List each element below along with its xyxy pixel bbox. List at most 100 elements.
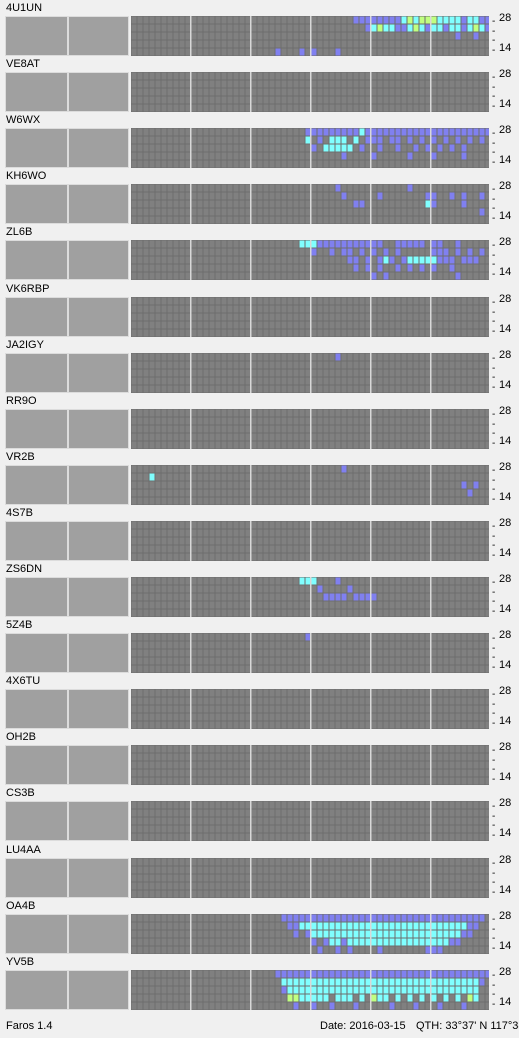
grid-cell xyxy=(263,40,269,48)
grid-cell xyxy=(389,657,395,665)
grid-cell-hit xyxy=(335,184,341,192)
grid-cell xyxy=(269,657,275,665)
hour-divider xyxy=(250,72,252,113)
grid-cell xyxy=(437,305,443,312)
grid-cell xyxy=(143,665,149,673)
grid-cell xyxy=(329,377,335,385)
grid-cell xyxy=(191,88,197,96)
grid-cell xyxy=(413,809,419,817)
grid-cell xyxy=(467,481,473,489)
grid-cell xyxy=(311,529,317,537)
grid-cell xyxy=(455,521,461,529)
grid-cell xyxy=(245,264,251,272)
hour-divider xyxy=(430,72,432,113)
grid-cell xyxy=(443,593,449,601)
grid-cell xyxy=(161,657,167,665)
grid-cell xyxy=(443,657,449,665)
grid-cell xyxy=(455,256,461,264)
grid-cell xyxy=(299,833,305,841)
grid-cell xyxy=(191,777,197,785)
grid-cell xyxy=(185,248,191,256)
grid-cell xyxy=(245,874,251,881)
grid-cell xyxy=(275,433,281,441)
grid-cell xyxy=(239,240,245,248)
grid-cell xyxy=(191,321,197,328)
grid-cell xyxy=(191,160,197,168)
grid-cell xyxy=(371,777,377,785)
grid-cell xyxy=(317,481,323,489)
grid-cell-hit xyxy=(437,256,443,264)
grid-cell xyxy=(371,96,377,104)
hour-divider xyxy=(430,689,432,730)
grid-cell xyxy=(431,88,437,96)
grid-cell xyxy=(419,369,425,377)
grid-cell xyxy=(173,441,179,449)
grid-cell xyxy=(389,641,395,649)
grid-cell xyxy=(461,377,467,385)
grid-cell xyxy=(317,497,323,505)
station-panel-middle xyxy=(68,240,129,281)
grid-cell xyxy=(167,633,173,641)
grid-cell xyxy=(239,305,245,312)
grid-cell xyxy=(383,601,389,609)
grid-cell xyxy=(245,48,251,56)
grid-cell xyxy=(203,866,209,873)
grid-cell xyxy=(359,521,365,529)
grid-cell xyxy=(191,353,197,361)
grid-cell xyxy=(179,361,185,369)
grid-cell xyxy=(299,801,305,809)
grid-cell xyxy=(485,473,489,481)
grid-cell-hit xyxy=(413,128,419,136)
grid-cell xyxy=(419,248,425,256)
grid-cell-hit xyxy=(347,128,353,136)
grid-cell xyxy=(149,377,155,385)
grid-cell xyxy=(407,433,413,441)
grid-cell xyxy=(227,769,233,777)
grid-cell-hit xyxy=(299,577,305,585)
grid-cell xyxy=(155,353,161,361)
grid-cell xyxy=(299,497,305,505)
grid-cell xyxy=(161,297,167,304)
grid-cell xyxy=(407,713,413,721)
grid-cell xyxy=(443,553,449,561)
grid-cell xyxy=(311,657,317,665)
grid-cell xyxy=(299,433,305,441)
grid-cell xyxy=(473,577,479,585)
grid-cell xyxy=(137,713,143,721)
grid-cell xyxy=(203,48,209,56)
grid-cell xyxy=(407,761,413,769)
grid-cell xyxy=(437,585,443,593)
hour-divider xyxy=(250,352,252,393)
grid-cell xyxy=(311,208,317,216)
grid-cell xyxy=(407,593,413,601)
grid-cell xyxy=(269,882,275,889)
grid-cell xyxy=(185,425,191,433)
grid-cell-hit xyxy=(419,24,425,32)
grid-cell xyxy=(215,882,221,889)
grid-cell xyxy=(383,633,389,641)
grid-cell xyxy=(449,585,455,593)
grid-cell xyxy=(479,361,485,369)
grid-cell xyxy=(233,801,239,809)
grid-cell xyxy=(287,208,293,216)
grid-cell xyxy=(281,545,287,553)
grid-cell xyxy=(389,473,395,481)
grid-cell xyxy=(317,705,323,713)
grid-cell xyxy=(335,585,341,593)
grid-cell xyxy=(485,256,489,264)
grid-cell xyxy=(215,417,221,425)
grid-cell xyxy=(443,184,449,192)
grid-cell xyxy=(131,713,137,721)
grid-cell xyxy=(341,361,347,369)
grid-cell xyxy=(209,825,215,833)
grid-cell xyxy=(365,160,371,168)
grid-cell-hit xyxy=(455,24,461,32)
grid-cell-hit xyxy=(455,32,461,40)
grid-cell xyxy=(257,529,263,537)
grid-cell xyxy=(281,240,287,248)
grid-cell xyxy=(197,160,203,168)
grid-cell xyxy=(323,264,329,272)
grid-cell xyxy=(371,200,377,208)
grid-cell xyxy=(353,489,359,497)
grid-cell xyxy=(377,72,383,80)
